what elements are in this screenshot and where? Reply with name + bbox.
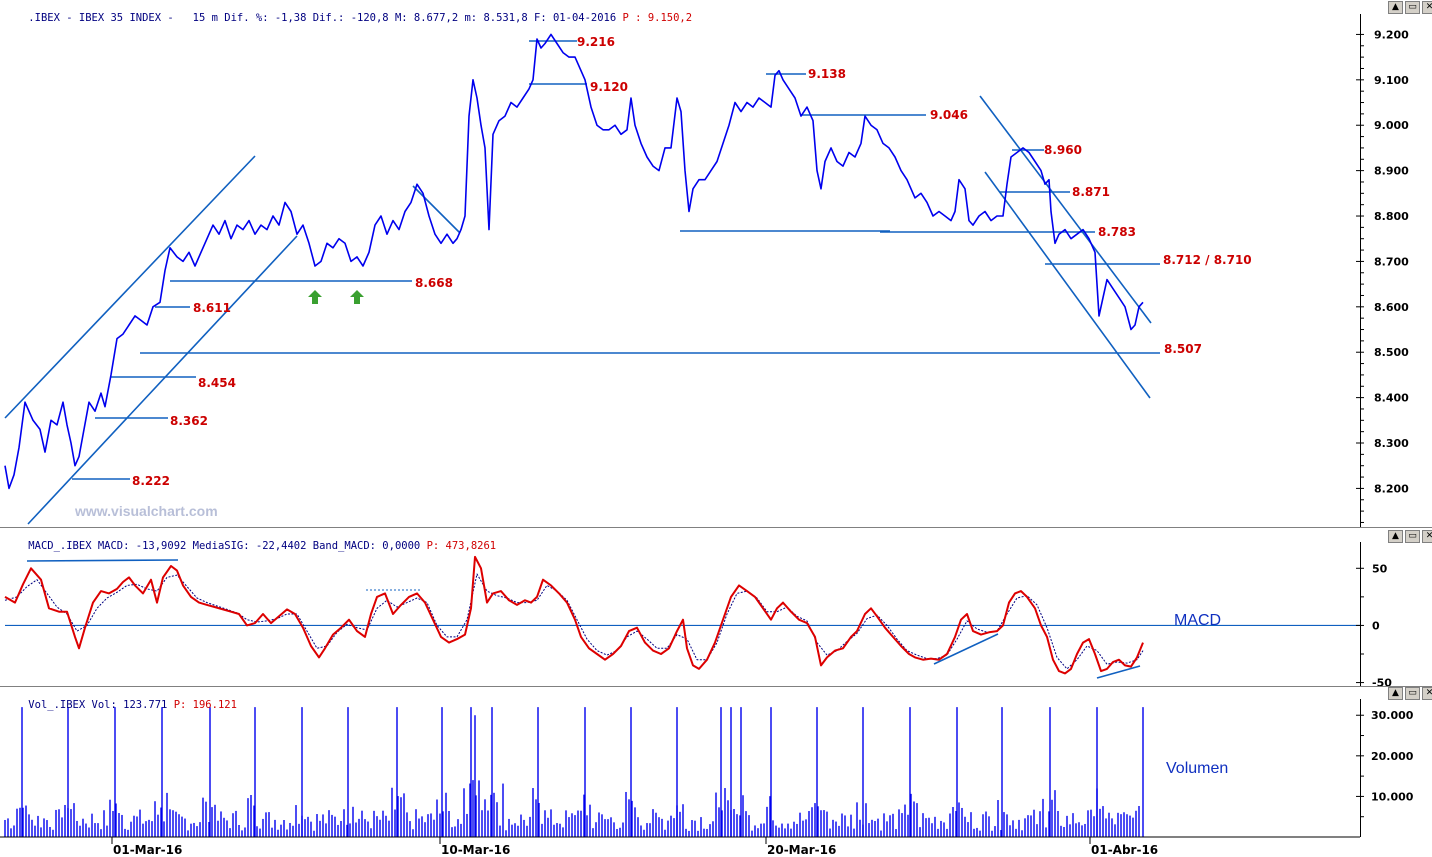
key-level-label: 9.138 (808, 67, 846, 81)
maximize-up-icon[interactable]: ▲ (1388, 687, 1403, 700)
maximize-up-icon[interactable]: ▲ (1388, 530, 1403, 543)
close-icon[interactable]: ✕ (1422, 687, 1432, 700)
key-level-label: 8.783 (1098, 225, 1136, 239)
price-axis-label: 9.000 (1374, 119, 1409, 132)
price-p-text: P : 9.150,2 (622, 12, 693, 24)
macd-axis-line (1360, 542, 1361, 686)
price-axis-label: 8.700 (1374, 255, 1409, 268)
trend-channel-lower-line (27, 235, 298, 525)
price-series-line (4, 33, 1144, 490)
macd-divergence-line-1 (933, 633, 999, 665)
macd-stats-text: MACD_.IBEX MACD: -13,9092 MediaSIG: -22,… (28, 540, 427, 552)
pane-separator-2[interactable] (0, 686, 1432, 687)
macd-signal-line (4, 573, 1144, 670)
macd-label: MACD (1174, 612, 1222, 629)
macd-line (4, 555, 1144, 675)
volume-axis-label: 20.000 (1371, 750, 1414, 763)
key-level-label: 8.611 (193, 301, 231, 315)
price-axis-label: 8.200 (1374, 482, 1409, 495)
key-level-label: 8.712 / 8.710 (1163, 253, 1252, 267)
price-axis-label: 8.900 (1374, 165, 1409, 178)
price-axis-line (1360, 14, 1361, 527)
volume-label: Volumen (1166, 760, 1229, 777)
price-axis-label: 9.100 (1374, 74, 1409, 87)
down-channel-upper-line (979, 95, 1152, 324)
restore-icon[interactable]: ▭ (1405, 687, 1420, 700)
price-axis-label: 8.800 (1374, 210, 1409, 223)
macd-p-text: P: 473,8261 (426, 540, 497, 552)
volume-axis-label: 10.000 (1371, 790, 1414, 803)
price-stats-text: .IBEX - IBEX 35 INDEX - 15 m Dif. %: -1,… (28, 12, 623, 24)
volume-axis-line (1360, 699, 1361, 837)
restore-icon[interactable]: ▭ (1405, 530, 1420, 543)
key-level-label: 8.960 (1044, 143, 1082, 157)
key-level-label: 8.454 (198, 376, 236, 390)
price-pane: .IBEX - IBEX 35 INDEX - 15 m Dif. %: -1,… (3, 0, 1432, 527)
restore-icon[interactable]: ▭ (1405, 1, 1420, 14)
x-axis-label: 20-Mar-16 (767, 843, 836, 857)
volume-pane: Vol_.IBEX Vol: 123.771 P: 196.121 ▲ ▭ ✕ … (0, 687, 1432, 857)
macd-pane-title: MACD_.IBEX MACD: -13,9092 MediaSIG: -22,… (3, 527, 496, 566)
volume-stats-text: Vol_.IBEX Vol: 123.771 (28, 699, 174, 711)
key-level-label: 9.120 (590, 80, 628, 94)
watermark: www.visualchart.com (75, 503, 218, 519)
close-icon[interactable]: ✕ (1422, 1, 1432, 14)
price-window-buttons: ▲ ▭ ✕ (1388, 1, 1432, 14)
macd-pane: MACD_.IBEX MACD: -13,9092 MediaSIG: -22,… (0, 528, 1432, 686)
macd-top-line (26, 559, 179, 562)
volume-axis-label: 30.000 (1371, 709, 1414, 722)
close-icon[interactable]: ✕ (1422, 530, 1432, 543)
trend-channel-upper-line (4, 155, 256, 419)
macd-divergence-line-2 (1096, 665, 1141, 679)
volume-window-buttons: ▲ ▭ ✕ (1388, 687, 1432, 700)
key-level-label: 8.507 (1164, 342, 1202, 356)
key-level-label: 9.046 (930, 108, 968, 122)
green-up-arrow-icon (350, 290, 364, 304)
x-axis-label: 10-Mar-16 (441, 843, 510, 857)
price-axis-label: 8.400 (1374, 392, 1409, 405)
key-level-label: 8.668 (415, 276, 453, 290)
macd-window-buttons: ▲ ▭ ✕ (1388, 530, 1432, 543)
macd-axis-label: -50 (1372, 677, 1392, 686)
price-axis-label: 8.300 (1374, 437, 1409, 450)
price-axis-label: 8.600 (1374, 301, 1409, 314)
down-channel-lower-line (984, 171, 1151, 399)
pane-separator-1[interactable] (0, 527, 1432, 528)
key-level-label: 8.222 (132, 474, 170, 488)
volume-chart: 30.000 20.000 10.000 01-Mar-16 10-Mar-16 20-M… (0, 707, 1414, 857)
macd-chart: 50 0 -50 (4, 555, 1392, 686)
macd-axis-label: 0 (1372, 619, 1380, 632)
short-trend-line (412, 185, 461, 234)
key-level-label: 9.216 (577, 35, 615, 49)
green-up-arrow-icon (308, 290, 322, 304)
maximize-up-icon[interactable]: ▲ (1388, 1, 1403, 14)
x-axis-label: 01-Abr-16 (1091, 843, 1158, 857)
key-level-label: 8.362 (170, 414, 208, 428)
price-pane-title: .IBEX - IBEX 35 INDEX - 15 m Dif. %: -1,… (3, 0, 692, 38)
x-axis-label: 01-Mar-16 (113, 843, 182, 857)
volume-p-text: P: 196.121 (173, 699, 237, 711)
price-chart: 9.200 9.100 9.000 8.900 8.800 8.700 8.600 8.500… (4, 28, 1409, 525)
key-level-label: 8.871 (1072, 185, 1110, 199)
volume-pane-title: Vol_.IBEX Vol: 123.771 P: 196.121 (3, 686, 237, 725)
price-axis-label: 9.200 (1374, 28, 1409, 41)
price-axis-label: 8.500 (1374, 346, 1409, 359)
macd-axis-label: 50 (1372, 562, 1388, 575)
